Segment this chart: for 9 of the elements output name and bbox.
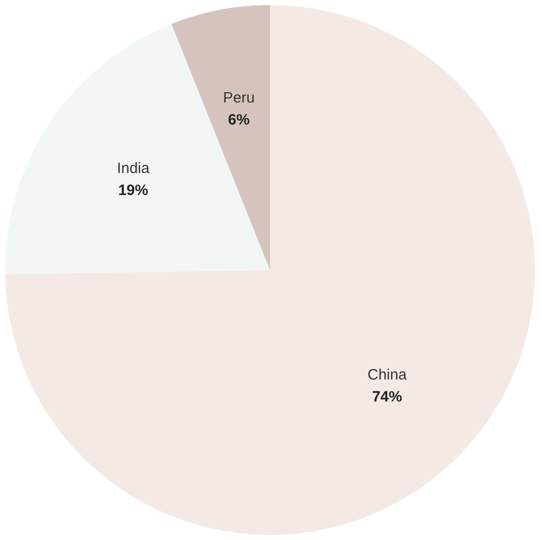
pie-slice xyxy=(172,5,270,270)
data-label: 19% xyxy=(118,182,148,199)
pie-slice xyxy=(5,5,535,535)
pie-slice xyxy=(5,24,270,274)
slice-label: China xyxy=(367,366,408,384)
slice-label: India xyxy=(116,160,150,177)
data-label: 74% xyxy=(372,388,402,406)
slice-label: Peru xyxy=(223,90,255,107)
data-label: 6% xyxy=(228,112,250,129)
